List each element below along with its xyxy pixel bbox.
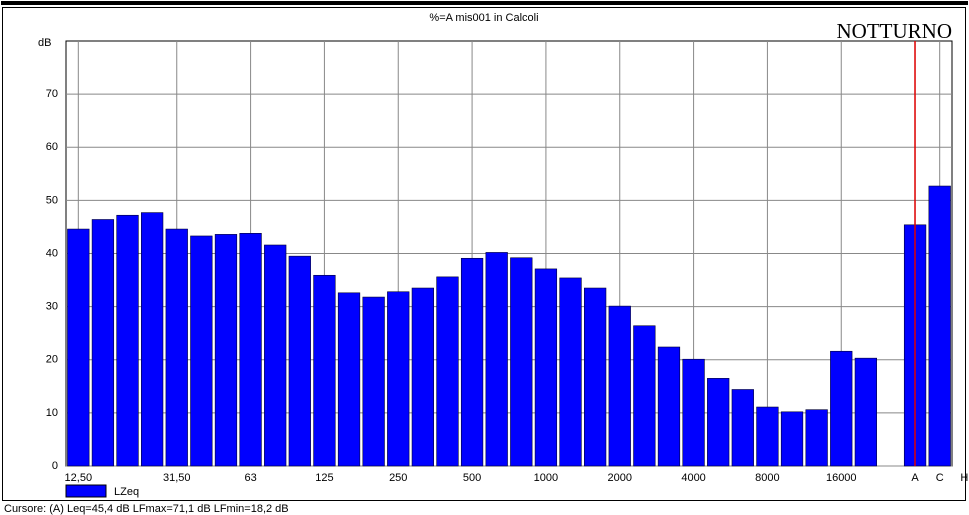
- annotation: NOTTURNO: [837, 19, 953, 43]
- y-tick-label: 50: [46, 194, 58, 206]
- x-tick-label: 31,50: [163, 472, 191, 484]
- bar: [337, 292, 361, 467]
- bar: [731, 389, 754, 467]
- bar: [214, 234, 238, 467]
- bar: [510, 257, 533, 467]
- bar: [239, 233, 262, 467]
- bar: [707, 378, 730, 467]
- bar: [559, 277, 582, 467]
- bar: [657, 346, 681, 467]
- y-tick-label: 10: [46, 407, 58, 419]
- bar: [485, 252, 508, 467]
- bar: [805, 409, 828, 467]
- x-tick-label: C: [936, 472, 944, 484]
- bar: [165, 228, 188, 467]
- bar: [928, 185, 951, 467]
- x-tick-label: 500: [463, 472, 481, 484]
- bar: [830, 350, 853, 467]
- bar: [141, 212, 164, 467]
- footer: Cursore: (A) Leq=45,4 dB LFmax=71,1 dB L…: [4, 503, 289, 515]
- bar: [116, 214, 139, 467]
- bar: [584, 287, 607, 467]
- y-axis-label: dB: [38, 37, 51, 49]
- y-tick-label: 40: [46, 247, 58, 259]
- x-tick-label: 1000: [534, 472, 558, 484]
- bar: [682, 358, 705, 467]
- chart-title: %=A mis001 in Calcoli: [429, 12, 538, 24]
- bar: [436, 276, 459, 467]
- top-bar: [1, 1, 968, 5]
- bar: [264, 244, 287, 467]
- bar: [780, 411, 804, 467]
- x-tick-label: H: [960, 472, 968, 484]
- x-tick-label: 12,50: [65, 472, 93, 484]
- y-tick-label: 20: [46, 354, 58, 366]
- x-tick-label: 16000: [826, 472, 857, 484]
- bar: [91, 219, 115, 467]
- bar: [608, 305, 631, 467]
- bar: [411, 287, 434, 467]
- bar: [190, 235, 213, 467]
- x-tick-label: 125: [315, 472, 333, 484]
- bar: [387, 291, 410, 467]
- x-tick-label: 2000: [608, 472, 632, 484]
- bar: [756, 406, 779, 467]
- bar: [362, 296, 385, 467]
- bar: [288, 255, 311, 467]
- y-tick-label: 60: [46, 141, 58, 153]
- panel-frame: [2, 7, 966, 501]
- y-tick-label: 0: [52, 460, 58, 472]
- x-tick-label: 8000: [755, 472, 779, 484]
- plot: 0 10 20 30 40 50 60 70 12,50 31,50 63 125 250 500 1000…: [46, 40, 968, 484]
- legend-swatch: [65, 484, 107, 498]
- y-tick-label: 70: [46, 88, 58, 100]
- x-tick-label: 250: [389, 472, 407, 484]
- x-tick-label: 4000: [681, 472, 705, 484]
- legend-label: LZeq: [114, 486, 139, 498]
- bar: [854, 357, 877, 467]
- bar: [67, 228, 90, 467]
- x-tick-label: A: [911, 472, 919, 484]
- y-tick-label: 30: [46, 301, 58, 313]
- bar: [534, 268, 558, 467]
- bar: [633, 325, 656, 467]
- x-tick-label: 63: [244, 472, 256, 484]
- bar: [460, 257, 484, 467]
- bar: [313, 274, 336, 467]
